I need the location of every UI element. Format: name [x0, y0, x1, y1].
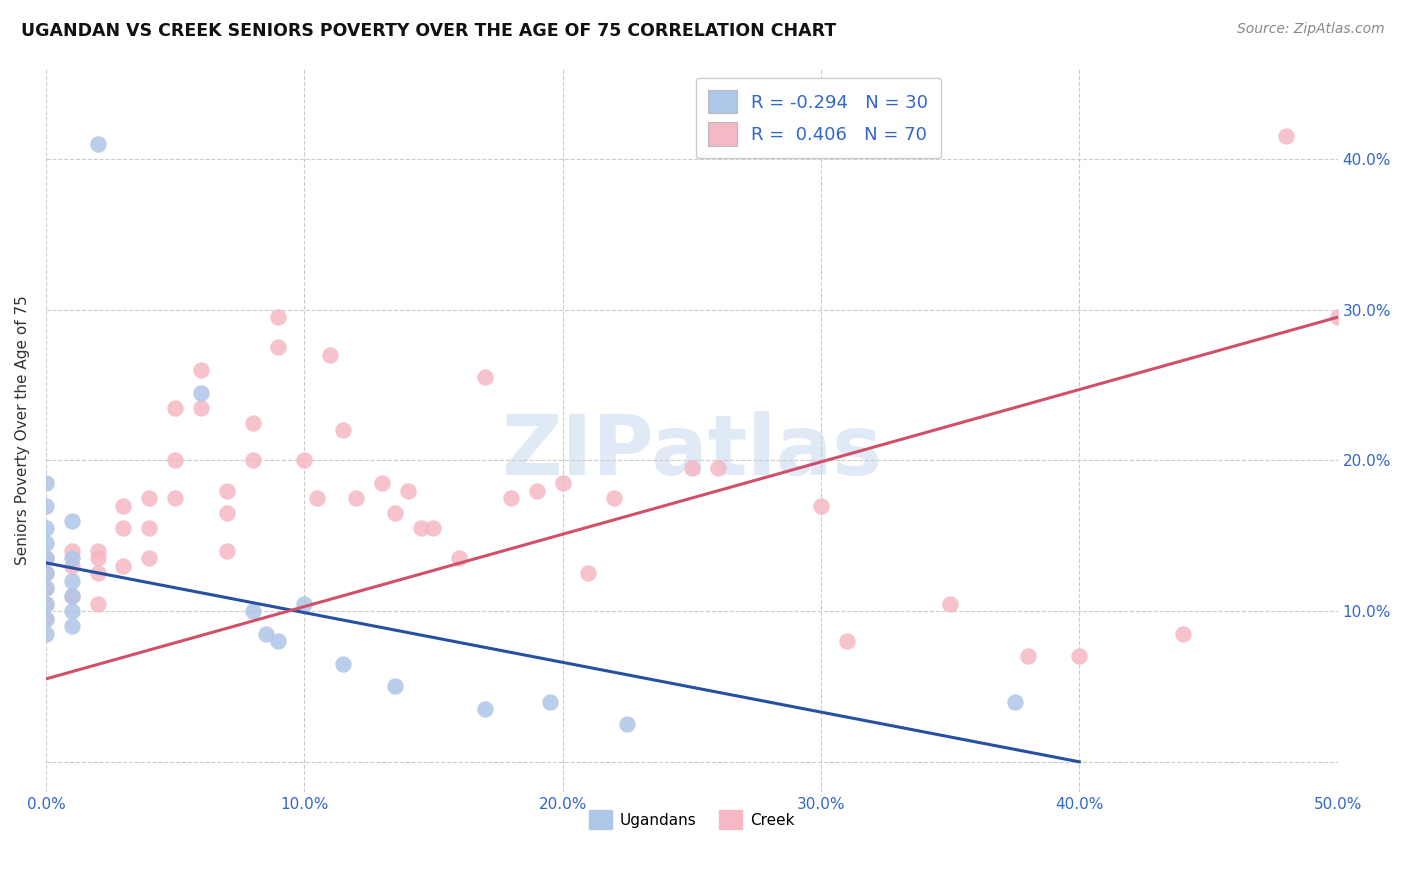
- Point: [551, 475, 574, 490]
- Point: [60, 619, 83, 633]
- Point: [190, 401, 212, 415]
- Point: [138, 551, 160, 566]
- Point: [242, 416, 264, 430]
- Point: [449, 551, 471, 566]
- Point: [190, 385, 212, 400]
- Point: [538, 694, 561, 708]
- Point: [371, 475, 394, 490]
- Point: [35, 551, 58, 566]
- Point: [215, 544, 238, 558]
- Point: [60, 558, 83, 573]
- Point: [810, 499, 832, 513]
- Point: [112, 521, 135, 535]
- Point: [706, 461, 728, 475]
- Legend: Ugandans, Creek: Ugandans, Creek: [583, 804, 800, 835]
- Point: [384, 506, 406, 520]
- Point: [35, 582, 58, 596]
- Point: [215, 506, 238, 520]
- Point: [384, 680, 406, 694]
- Point: [578, 566, 600, 581]
- Point: [267, 634, 290, 648]
- Text: Source: ZipAtlas.com: Source: ZipAtlas.com: [1237, 22, 1385, 37]
- Point: [35, 499, 58, 513]
- Point: [422, 521, 444, 535]
- Point: [35, 521, 58, 535]
- Point: [332, 423, 354, 437]
- Point: [1275, 129, 1298, 144]
- Point: [603, 491, 626, 505]
- Point: [112, 558, 135, 573]
- Point: [190, 363, 212, 377]
- Point: [292, 597, 315, 611]
- Point: [267, 310, 290, 325]
- Point: [60, 604, 83, 618]
- Point: [474, 370, 496, 384]
- Point: [215, 483, 238, 498]
- Point: [112, 499, 135, 513]
- Point: [939, 597, 962, 611]
- Point: [86, 544, 108, 558]
- Point: [835, 634, 858, 648]
- Point: [292, 453, 315, 467]
- Point: [60, 589, 83, 603]
- Text: UGANDAN VS CREEK SENIORS POVERTY OVER THE AGE OF 75 CORRELATION CHART: UGANDAN VS CREEK SENIORS POVERTY OVER TH…: [21, 22, 837, 40]
- Point: [254, 626, 277, 640]
- Y-axis label: Seniors Poverty Over the Age of 75: Seniors Poverty Over the Age of 75: [15, 295, 30, 566]
- Point: [307, 491, 329, 505]
- Point: [138, 521, 160, 535]
- Point: [319, 348, 342, 362]
- Point: [86, 551, 108, 566]
- Point: [396, 483, 419, 498]
- Point: [35, 566, 58, 581]
- Point: [35, 612, 58, 626]
- Point: [86, 566, 108, 581]
- Point: [344, 491, 367, 505]
- Point: [242, 453, 264, 467]
- Point: [138, 491, 160, 505]
- Point: [1004, 694, 1026, 708]
- Point: [60, 551, 83, 566]
- Point: [267, 340, 290, 354]
- Point: [60, 574, 83, 588]
- Point: [35, 597, 58, 611]
- Point: [681, 461, 703, 475]
- Point: [332, 657, 354, 671]
- Text: ZIPatlas: ZIPatlas: [502, 411, 883, 492]
- Point: [526, 483, 548, 498]
- Point: [474, 702, 496, 716]
- Point: [35, 626, 58, 640]
- Point: [35, 582, 58, 596]
- Point: [35, 597, 58, 611]
- Point: [86, 136, 108, 151]
- Point: [616, 717, 638, 731]
- Point: [165, 491, 187, 505]
- Point: [1171, 626, 1194, 640]
- Point: [35, 551, 58, 566]
- Point: [35, 536, 58, 550]
- Point: [1017, 649, 1039, 664]
- Point: [60, 589, 83, 603]
- Point: [60, 544, 83, 558]
- Point: [35, 475, 58, 490]
- Point: [242, 604, 264, 618]
- Point: [86, 597, 108, 611]
- Point: [1326, 310, 1348, 325]
- Point: [499, 491, 522, 505]
- Point: [1069, 649, 1091, 664]
- Point: [409, 521, 432, 535]
- Point: [60, 514, 83, 528]
- Point: [165, 453, 187, 467]
- Point: [165, 401, 187, 415]
- Point: [35, 612, 58, 626]
- Point: [35, 566, 58, 581]
